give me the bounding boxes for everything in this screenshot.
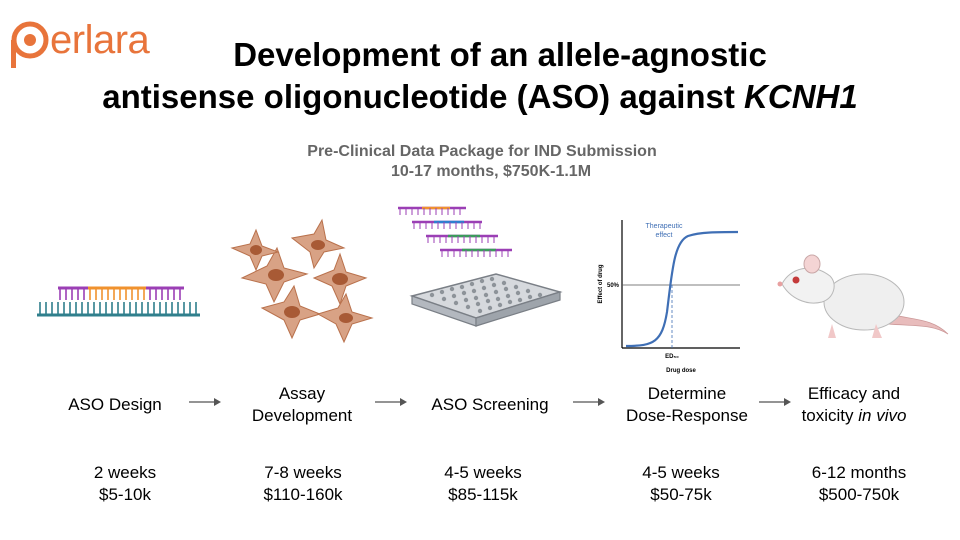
aso-strand bbox=[58, 286, 184, 300]
duration: 2 weeks bbox=[93, 463, 157, 482]
aso-binding-illustration bbox=[37, 286, 200, 317]
step-label-dose-response: Determine Dose-Response bbox=[626, 384, 748, 425]
rat-tail bbox=[887, 313, 949, 335]
step-label-aso-screening: ASO Screening bbox=[431, 395, 549, 414]
rat-illustration bbox=[777, 254, 949, 338]
title-line-1: Development of an allele-agnostic bbox=[233, 36, 767, 73]
arrow-right-icon bbox=[573, 398, 605, 406]
perlara-logo: erlara bbox=[8, 14, 178, 74]
duration: 6-12 months bbox=[811, 463, 907, 482]
chart-xlabel: Drug dose bbox=[666, 368, 696, 374]
page-title: Development of an allele-agnostic antise… bbox=[0, 34, 960, 118]
aso-strands bbox=[398, 206, 512, 252]
cost: $5-10k bbox=[99, 485, 151, 504]
chart-annotation-line-2: effect bbox=[656, 232, 673, 239]
rat-head bbox=[781, 267, 835, 304]
well-plate-icon bbox=[409, 273, 563, 327]
duration: 4-5 weeks bbox=[444, 463, 522, 482]
arrow-right-icon bbox=[189, 398, 221, 406]
cost: $50-75k bbox=[650, 485, 712, 504]
cost: $85-115k bbox=[448, 485, 518, 504]
dna-strand bbox=[37, 302, 200, 317]
chart-tick-50: 50% bbox=[607, 283, 620, 289]
gene-name: KCNH1 bbox=[744, 78, 858, 115]
perlara-p-icon bbox=[11, 21, 49, 68]
step-cost-assay-development: 7-8 weeks $110-160k bbox=[240, 462, 366, 506]
rat-body bbox=[823, 273, 905, 331]
logo-text: erlara bbox=[50, 18, 150, 62]
arrow-right-icon bbox=[375, 398, 407, 406]
cost: $110-160k bbox=[263, 485, 343, 504]
subtitle-line-2: 10-17 months, $750K-1.1M bbox=[390, 163, 592, 180]
subtitle-line-1: Pre-Clinical Data Package for IND Submis… bbox=[307, 143, 657, 160]
aso-screening-illustration bbox=[398, 206, 563, 327]
chart-ed50-label: ED₅₀ bbox=[665, 354, 679, 360]
step-cost-aso-design: 2 weeks $5-10k bbox=[62, 462, 188, 506]
step-cost-aso-screening: 4-5 weeks $85-115k bbox=[420, 462, 546, 506]
step-label-assay-development: Assay Development bbox=[251, 384, 353, 425]
duration: 4-5 weeks bbox=[642, 463, 720, 482]
dose-response-curve bbox=[625, 230, 739, 348]
rat-nose bbox=[777, 281, 783, 287]
dose-response-chart: Effect of drug Drug dose 50% ED₅₀ Therap… bbox=[598, 220, 740, 374]
step-label-aso-design: ASO Design bbox=[68, 395, 162, 414]
cost: $500-750k bbox=[818, 485, 900, 504]
rat-ear bbox=[803, 254, 821, 274]
step-label-in-vivo: Efficacy and toxicity in vivo bbox=[801, 384, 907, 425]
chart-ylabel: Effect of drug bbox=[598, 264, 604, 303]
chart-annotation-line-1: Therapeutic bbox=[646, 223, 683, 230]
duration: 7-8 weeks bbox=[264, 463, 342, 482]
step-cost-in-vivo: 6-12 months $500-750k bbox=[796, 462, 922, 506]
subtitle: Pre-Clinical Data Package for IND Submis… bbox=[0, 142, 960, 182]
cells-illustration bbox=[230, 218, 374, 344]
step-cost-dose-response: 4-5 weeks $50-75k bbox=[618, 462, 744, 506]
arrow-right-icon bbox=[759, 398, 791, 406]
title-line-2: antisense oligonucleotide (ASO) against … bbox=[102, 78, 858, 115]
rat-eye bbox=[792, 276, 800, 284]
